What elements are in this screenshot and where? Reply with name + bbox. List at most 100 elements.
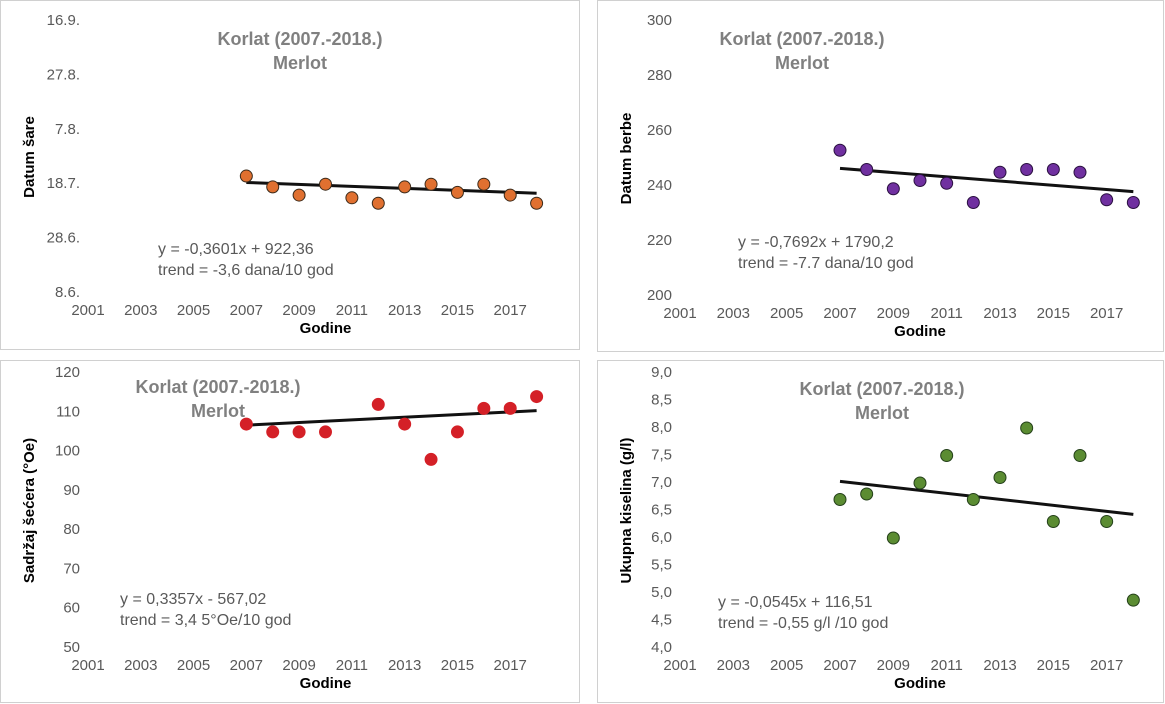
data-point <box>450 425 464 439</box>
data-point <box>993 471 1007 484</box>
x-tick-label: 2007 <box>823 305 856 322</box>
data-point <box>913 476 927 490</box>
y-tick-label: 6,0 <box>651 529 672 546</box>
y-tick-label: 200 <box>647 287 672 304</box>
x-tick-label: 2011 <box>931 657 963 674</box>
data-point <box>1073 449 1087 462</box>
x-tick-label: 2001 <box>663 305 696 322</box>
x-tick-label: 2013 <box>388 657 421 674</box>
y-axis-label: Datum berbe <box>618 113 635 205</box>
x-tick-label: 2009 <box>877 305 910 322</box>
x-tick-label: 2001 <box>71 302 104 319</box>
x-tick-label: 2011 <box>336 657 368 674</box>
chart-panel: 4,0 4,5 5,0 5,5 6,0 6,5 7,0 7,5 8,0 8,5 9,0 2001 200… <box>597 360 1164 703</box>
data-point <box>1126 593 1140 607</box>
data-point <box>503 188 517 202</box>
x-tick-label: 2015 <box>1037 305 1070 322</box>
x-axis-label: Godine <box>300 320 352 337</box>
annotation: y = -0,0545x + 116,51 <box>718 594 873 611</box>
data-point <box>477 401 491 415</box>
data-point <box>1020 421 1034 435</box>
chart-title: Korlat (2007.-2018.) <box>799 379 964 399</box>
data-point <box>371 397 385 411</box>
data-point <box>913 174 927 187</box>
annotation: trend = -0,55 g/l /10 god <box>718 615 888 632</box>
data-point <box>940 176 954 190</box>
x-tick-label: 2003 <box>124 302 157 319</box>
x-tick-label: 2017 <box>1090 657 1123 674</box>
data-point <box>886 531 900 545</box>
y-tick-label: 7,5 <box>651 446 672 463</box>
y-tick-label: 5,0 <box>651 584 672 601</box>
y-tick-label: 70 <box>63 560 80 577</box>
y-tick-label: 90 <box>63 482 80 499</box>
trend-line <box>246 409 537 427</box>
chart-panel: 8.6. 28.6. 18.7. 7.8. 27.8. 16.9. 2001 2003 2005… <box>0 0 580 350</box>
y-tick-label: 16.9. <box>47 12 80 29</box>
data-point <box>530 390 544 404</box>
x-tick-label: 2009 <box>282 657 315 674</box>
data-point <box>266 425 280 439</box>
data-point <box>1046 515 1060 528</box>
x-tick-label: 2013 <box>983 305 1016 322</box>
data-point <box>398 180 412 194</box>
data-point <box>833 143 847 157</box>
data-point <box>966 196 980 209</box>
x-tick-label: 2011 <box>336 302 368 319</box>
x-tick-label: 2003 <box>124 657 157 674</box>
x-tick-label: 2005 <box>177 302 210 319</box>
y-axis-label: Sadržaj šećera (°Oe) <box>21 438 38 583</box>
x-tick-label: 2017 <box>494 302 527 319</box>
y-tick-label: 4,0 <box>651 639 672 656</box>
chart-panel: 50 60 70 80 90 100 110 120 2001 2003 2005 2007 2009 2… <box>0 360 580 703</box>
data-point <box>1046 163 1060 176</box>
data-point <box>503 401 517 415</box>
data-point <box>424 452 438 466</box>
x-tick-label: 2015 <box>1037 657 1070 674</box>
y-tick-label: 27.8. <box>47 66 80 83</box>
x-tick-label: 2013 <box>983 657 1016 674</box>
data-point <box>940 449 954 462</box>
annotation: y = -0,7692x + 1790,2 <box>738 234 894 251</box>
data-point <box>239 417 253 431</box>
x-tick-label: 2003 <box>717 657 750 674</box>
chart-panel: 200 220 240 260 280 300 2001 2003 2005 2007 2009 20… <box>597 0 1164 352</box>
y-tick-label: 4,5 <box>651 611 672 628</box>
x-tick-label: 2007 <box>230 302 263 319</box>
annotation: trend = -7.7 dana/10 god <box>738 255 914 272</box>
data-point <box>319 425 332 439</box>
y-tick-label: 80 <box>63 521 80 538</box>
y-tick-label: 240 <box>647 177 672 194</box>
panel-border <box>0 0 580 350</box>
x-tick-label: 2017 <box>1090 305 1123 322</box>
chart-title: Korlat (2007.-2018.) <box>135 377 300 397</box>
y-tick-label: 7.8. <box>55 121 80 138</box>
y-tick-label: 100 <box>55 443 80 460</box>
y-tick-label: 28.6. <box>47 230 80 247</box>
y-tick-label: 7,0 <box>651 474 672 491</box>
trend-line <box>839 166 1134 194</box>
y-tick-label: 18.7. <box>47 175 80 192</box>
annotation: y = 0,3357x - 567,02 <box>120 591 266 608</box>
chart-subtitle: Merlot <box>775 53 829 73</box>
data-point <box>860 163 874 176</box>
chart-subtitle: Merlot <box>191 401 245 421</box>
x-tick-label: 2015 <box>441 302 474 319</box>
panel-border <box>597 360 1164 703</box>
y-tick-label: 50 <box>63 639 80 656</box>
data-point <box>398 417 412 431</box>
x-tick-label: 2017 <box>494 657 527 674</box>
x-tick-label: 2009 <box>282 302 315 319</box>
x-tick-label: 2015 <box>441 657 474 674</box>
panel-border <box>597 0 1164 352</box>
trend-line <box>246 180 537 195</box>
panel-border <box>0 360 580 703</box>
chart-subtitle: Merlot <box>273 53 327 73</box>
data-point <box>993 165 1007 179</box>
data-point <box>833 493 847 506</box>
data-point <box>319 177 332 191</box>
x-tick-label: 2001 <box>663 657 696 674</box>
data-point <box>292 188 306 202</box>
y-tick-label: 9,0 <box>651 364 672 381</box>
